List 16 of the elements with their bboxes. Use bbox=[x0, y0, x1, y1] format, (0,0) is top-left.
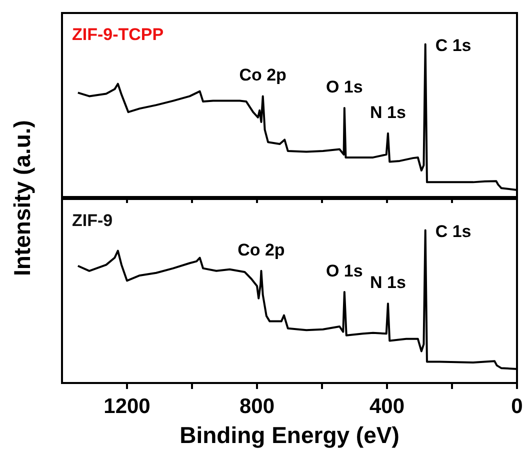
chart-title: ZIF-9-TCPP bbox=[72, 25, 164, 44]
y-axis-title: Intensity (a.u.) bbox=[9, 120, 35, 276]
annotation: C 1s bbox=[435, 222, 472, 241]
annotation: N 1s bbox=[370, 102, 406, 122]
annotation: Co 2p bbox=[239, 66, 286, 85]
x-tick-label: 0 bbox=[511, 395, 523, 418]
x-tick-label: 400 bbox=[369, 395, 405, 418]
annotation: Co 2p bbox=[238, 240, 285, 260]
x-tick-label: 1200 bbox=[104, 395, 150, 418]
annotation: C 1s bbox=[435, 36, 472, 55]
chart-title: ZIF-9 bbox=[72, 211, 113, 230]
x-axis-title: Binding Energy (eV) bbox=[180, 422, 400, 448]
annotation: N 1s bbox=[370, 273, 406, 292]
annotation: O 1s bbox=[326, 77, 363, 96]
annotation: O 1s bbox=[326, 261, 363, 280]
x-tick-label: 800 bbox=[239, 395, 275, 418]
